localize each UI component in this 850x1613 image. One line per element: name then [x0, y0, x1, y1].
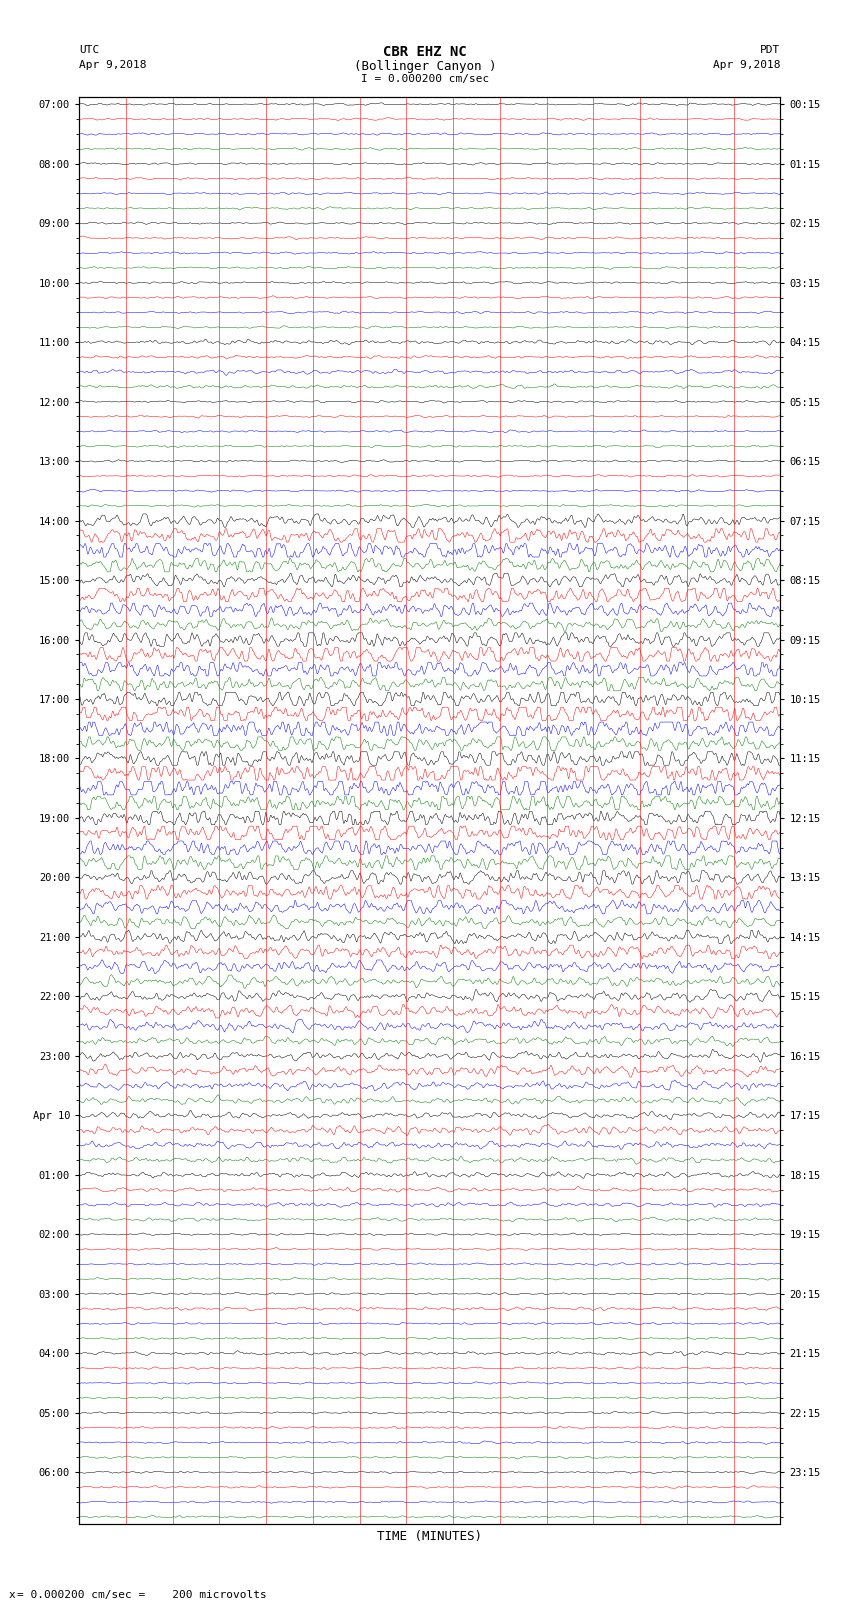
Text: (Bollinger Canyon ): (Bollinger Canyon ) [354, 60, 496, 73]
Text: Apr 9,2018: Apr 9,2018 [713, 60, 780, 69]
Text: I = 0.000200 cm/sec: I = 0.000200 cm/sec [361, 74, 489, 84]
Text: Apr 9,2018: Apr 9,2018 [79, 60, 146, 69]
Text: = 0.000200 cm/sec =    200 microvolts: = 0.000200 cm/sec = 200 microvolts [17, 1590, 267, 1600]
X-axis label: TIME (MINUTES): TIME (MINUTES) [377, 1529, 482, 1544]
Text: CBR EHZ NC: CBR EHZ NC [383, 45, 467, 60]
Text: x: x [8, 1590, 15, 1600]
Text: UTC: UTC [79, 45, 99, 55]
Text: PDT: PDT [760, 45, 780, 55]
